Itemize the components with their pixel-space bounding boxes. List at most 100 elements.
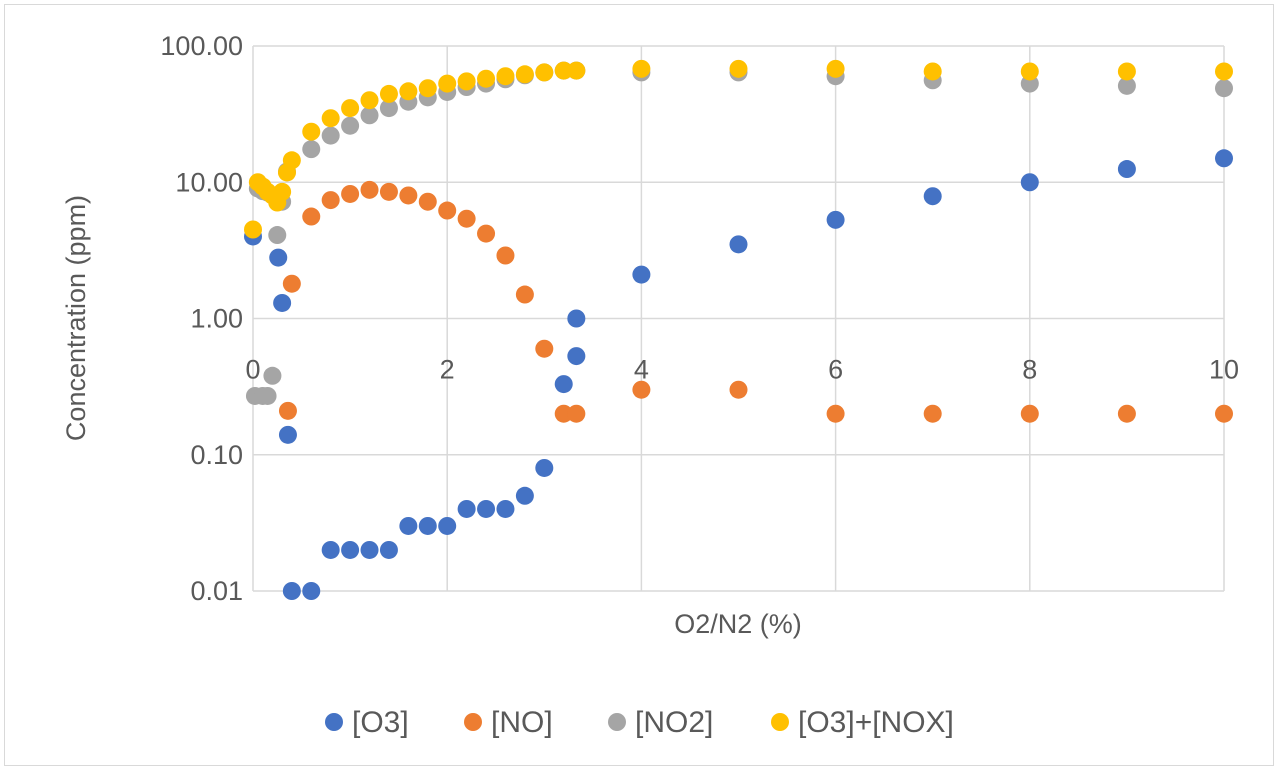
legend-label: [NO] xyxy=(491,706,553,739)
data-point xyxy=(729,59,748,78)
data-point xyxy=(826,59,845,78)
data-point xyxy=(379,540,398,559)
data-point xyxy=(1215,62,1233,81)
data-point xyxy=(273,182,292,201)
data-point xyxy=(1020,404,1039,423)
y-tick-label: 0.01 xyxy=(190,576,243,606)
data-point xyxy=(268,226,287,245)
legend-marker xyxy=(464,713,482,731)
data-point xyxy=(418,192,437,211)
x-tick-label: 10 xyxy=(1209,355,1239,385)
data-point xyxy=(360,91,379,110)
data-point xyxy=(554,404,573,423)
data-point xyxy=(826,210,845,229)
data-point xyxy=(554,375,573,394)
data-point xyxy=(535,339,554,358)
legend-label: [NO2] xyxy=(635,706,713,739)
data-point xyxy=(379,99,398,118)
legend-marker xyxy=(608,713,626,731)
data-point xyxy=(826,404,845,423)
data-point xyxy=(360,180,379,199)
data-point xyxy=(632,265,651,284)
data-point xyxy=(321,191,340,210)
legend: [O3] [NO] [NO2] [O3]+[NOX] xyxy=(325,706,954,739)
data-point xyxy=(729,235,748,254)
data-point xyxy=(438,201,457,220)
data-point xyxy=(923,404,942,423)
x-tick-label: 6 xyxy=(828,355,843,385)
series-o3 xyxy=(244,149,1233,600)
x-axis-title: O2/N2 (%) xyxy=(674,609,802,639)
data-point xyxy=(1117,404,1136,423)
data-point xyxy=(729,380,748,399)
data-point xyxy=(1117,76,1136,95)
data-point xyxy=(341,540,360,559)
grid-layer xyxy=(252,45,1225,592)
data-point xyxy=(263,366,282,385)
data-point xyxy=(360,106,379,125)
data-point xyxy=(302,207,321,226)
legend-item: [O3]+[NOX] xyxy=(771,706,954,739)
data-point xyxy=(438,74,457,93)
data-point xyxy=(379,182,398,201)
data-point xyxy=(496,246,515,265)
y-tick-label: 10.00 xyxy=(175,167,243,197)
data-point xyxy=(632,380,651,399)
data-point xyxy=(1215,149,1233,168)
data-point xyxy=(258,386,277,405)
data-point xyxy=(477,499,496,518)
data-point xyxy=(515,486,534,505)
data-point xyxy=(496,499,515,518)
data-point xyxy=(1215,79,1233,98)
data-point xyxy=(321,126,340,145)
data-point xyxy=(567,309,586,328)
series-no xyxy=(278,180,1233,423)
x-tick-label: 2 xyxy=(440,355,455,385)
data-point xyxy=(496,67,515,86)
data-point xyxy=(418,516,437,535)
data-point xyxy=(399,516,418,535)
x-tick-label: 4 xyxy=(634,355,649,385)
series-o3-nox xyxy=(244,59,1233,239)
points-layer xyxy=(244,59,1233,600)
data-point xyxy=(278,425,297,444)
data-point xyxy=(1020,62,1039,81)
legend-label: [O3] xyxy=(352,706,409,739)
data-point xyxy=(282,151,301,170)
data-point xyxy=(438,516,457,535)
data-point xyxy=(457,499,476,518)
data-point xyxy=(341,184,360,203)
data-point xyxy=(554,61,573,80)
ticks-layer: 0.01 0.10 1.00 10.00 100.00 0 2 4 6 8 10 xyxy=(160,31,1239,606)
data-point xyxy=(379,84,398,103)
y-axis-title: Concentration (ppm) xyxy=(61,195,91,441)
y-tick-label: 1.00 xyxy=(190,304,243,334)
data-point xyxy=(923,187,942,206)
data-point xyxy=(515,285,534,304)
data-point xyxy=(360,540,379,559)
y-tick-label: 100.00 xyxy=(160,31,243,61)
legend-item: [O3] xyxy=(325,706,409,739)
data-point xyxy=(535,458,554,477)
data-point xyxy=(515,65,534,84)
data-point xyxy=(923,62,942,81)
legend-marker xyxy=(771,713,789,731)
data-point xyxy=(273,293,292,312)
x-tick-label: 8 xyxy=(1022,355,1037,385)
data-point xyxy=(282,582,301,600)
legend-marker xyxy=(325,713,343,731)
data-point xyxy=(321,540,340,559)
data-point xyxy=(282,274,301,293)
data-point xyxy=(321,109,340,128)
data-point xyxy=(632,59,651,78)
data-point xyxy=(1117,160,1136,179)
data-point xyxy=(399,82,418,101)
data-point xyxy=(269,248,288,267)
data-point xyxy=(477,224,496,243)
data-point xyxy=(302,140,321,159)
data-point xyxy=(457,209,476,228)
data-point xyxy=(535,63,554,82)
data-point xyxy=(302,582,321,600)
legend-label: [O3]+[NOX] xyxy=(798,706,954,739)
